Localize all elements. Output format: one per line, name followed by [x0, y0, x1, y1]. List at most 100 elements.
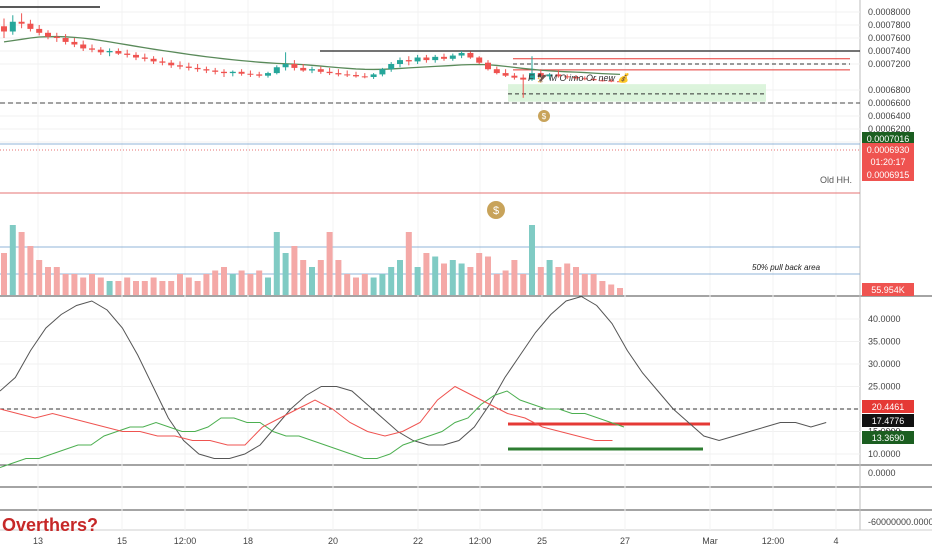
volume-bar [291, 246, 298, 295]
volume-bar [353, 277, 359, 295]
candle-body [177, 65, 183, 67]
osc-tick-label: 0.0000 [868, 468, 896, 478]
candle-body [300, 67, 307, 71]
price-axis: 0.0008000 0.0007800 0.0007600 0.0007400 0.00… [868, 7, 932, 527]
candle-body [353, 75, 359, 77]
volume-bar [326, 232, 333, 295]
candle-body [511, 75, 518, 78]
volume-bar [361, 274, 368, 295]
green-zone [508, 84, 766, 102]
volume-label: 55.954K [871, 285, 905, 295]
candle-body [133, 54, 139, 58]
candle-body [546, 74, 553, 77]
volume-bar [405, 232, 412, 295]
time-tick-label: 18 [243, 536, 253, 546]
candle-body [344, 74, 351, 76]
price-tick-label: 0.0007800 [868, 20, 911, 30]
dmi-upper-label: 20.4461 [872, 402, 905, 412]
volume-bar [71, 274, 78, 295]
candle-body [309, 69, 315, 71]
candle-body [599, 80, 606, 82]
candle-body [97, 49, 104, 53]
volume-bar [449, 260, 456, 295]
volume-bar [590, 274, 597, 295]
volume-bar [97, 277, 104, 295]
volume-bar [229, 274, 236, 295]
candle-body [115, 51, 122, 54]
last-price-label: 0.0007016 [867, 134, 910, 144]
volume-bar [168, 281, 175, 295]
volume-bar [458, 263, 465, 295]
current-price-label: 0.0006930 [867, 145, 910, 155]
dmi-upper-label-bg [862, 400, 914, 413]
last-price-label-bg [862, 132, 914, 145]
volume-bar [370, 277, 377, 295]
low-price-label: 0.0006915 [867, 170, 910, 180]
volume-bar [485, 256, 491, 295]
volume-bar [476, 253, 483, 295]
volume-bar [511, 260, 518, 295]
candle-body [150, 58, 157, 62]
candle-body [405, 60, 412, 62]
candle-body [273, 67, 280, 74]
candle-body [414, 57, 421, 62]
volume-bar [546, 260, 553, 295]
time-tick-label: 12:00 [469, 536, 492, 546]
candle-body [141, 57, 148, 59]
volume-bar [379, 274, 386, 295]
adx-line [0, 295, 827, 459]
volume-bar [212, 270, 219, 295]
dmi-tick-label: 10.0000 [868, 449, 901, 459]
grid [0, 0, 860, 530]
volume-bar [124, 277, 131, 295]
current-price-label-bg [862, 143, 914, 156]
ma-line [3, 35, 621, 76]
volume-bar [617, 288, 623, 295]
volume-bar [194, 281, 201, 295]
candle-body [106, 51, 113, 53]
time-tick-label: 22 [413, 536, 423, 546]
volume-bar [256, 270, 263, 295]
candle-body [467, 52, 474, 58]
candle-body [265, 73, 271, 76]
volume-bar [80, 277, 87, 295]
time-tick-label: Mar [702, 536, 718, 546]
candle-body [80, 44, 87, 49]
candle-body [493, 69, 500, 74]
footer-text: Overthers? [2, 515, 98, 535]
volume-bar [141, 281, 148, 295]
candle-body [27, 23, 34, 29]
volume-bar [36, 260, 43, 295]
time-tick-label: 15 [117, 536, 127, 546]
volume-bar [335, 260, 342, 295]
price-tick-label: 0.0007200 [868, 59, 911, 69]
volume-bar [317, 260, 324, 295]
candle-body [238, 71, 245, 74]
volume-bar [282, 253, 289, 295]
volume-bar [555, 267, 562, 295]
price-tick-label: 0.0006400 [868, 111, 911, 121]
volume-bar [238, 270, 245, 295]
candle-body [608, 80, 615, 82]
candle-body [423, 57, 430, 61]
candle-body [45, 32, 51, 37]
candle-body [573, 77, 579, 79]
osc-tick-label: -60000000.0000 [868, 517, 932, 527]
volume-bar [467, 267, 474, 295]
candle-body [282, 64, 289, 68]
volume-bar [247, 274, 254, 295]
countdown-label: 01:20:17 [870, 157, 905, 167]
svg-text:$: $ [493, 205, 499, 217]
candle-body [168, 62, 175, 66]
price-tick-label: 0.0006600 [868, 98, 911, 108]
candle-body [1, 26, 7, 32]
candle-body [449, 55, 456, 59]
candle-body [520, 77, 527, 80]
candle-body [379, 69, 386, 75]
time-tick-label: 4 [833, 536, 838, 546]
volume-bar [388, 267, 395, 295]
candle-body [590, 78, 597, 81]
price-tick-label: 0.0007400 [868, 46, 911, 56]
